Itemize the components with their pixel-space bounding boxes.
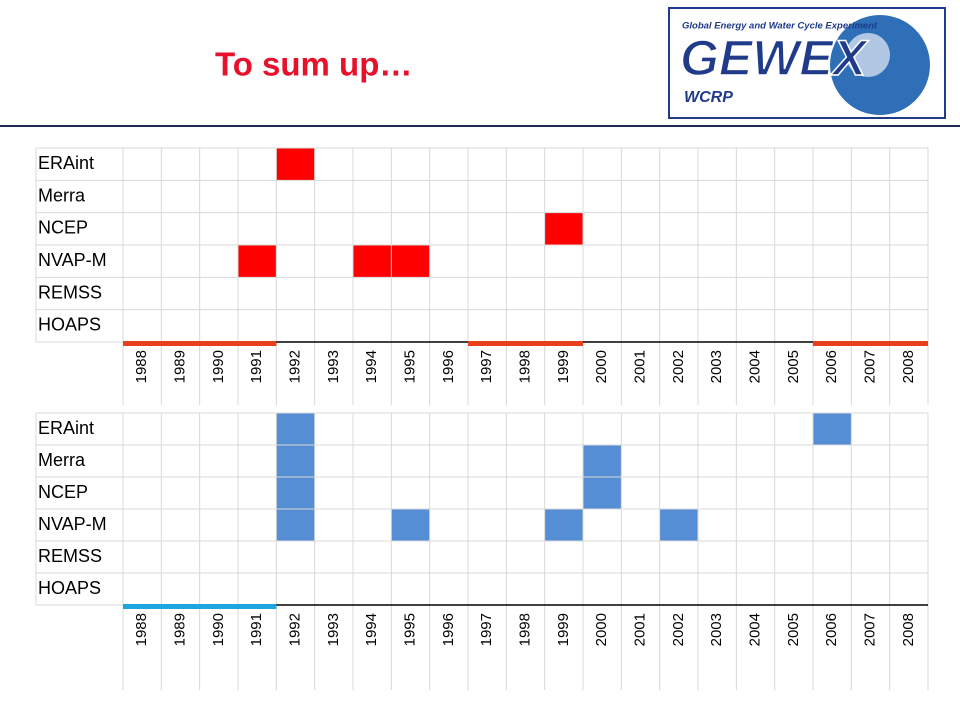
row-label: REMSS (38, 282, 102, 302)
year-label: 1988 (133, 613, 150, 646)
cell (583, 445, 622, 477)
cell (544, 509, 583, 541)
year-label: 2005 (785, 350, 802, 383)
cell (276, 477, 315, 509)
cell (391, 509, 430, 541)
year-label: 2003 (708, 350, 725, 383)
year-label: 1995 (401, 350, 418, 383)
year-label: 1990 (210, 613, 227, 646)
year-label: 2006 (823, 350, 840, 383)
cell (276, 148, 315, 181)
year-label: 1989 (171, 350, 188, 383)
year-label: 2005 (785, 613, 802, 646)
year-label: 1997 (478, 350, 495, 383)
year-label: 2000 (593, 613, 610, 646)
period-bar (123, 341, 277, 346)
period-bar (468, 341, 583, 346)
cell (276, 445, 315, 477)
globe-cloud (846, 33, 890, 77)
year-label: 2002 (670, 350, 687, 383)
year-label: 2001 (631, 613, 648, 646)
year-label: 1988 (133, 350, 150, 383)
year-label: 1994 (363, 350, 380, 383)
logo-name: GEWEX (680, 30, 869, 86)
year-label: 2008 (900, 350, 917, 383)
logo-org: WCRP (684, 89, 733, 106)
row-label: NCEP (38, 218, 88, 238)
year-label: 2008 (900, 613, 917, 646)
logo: Global Energy and Water Cycle Experiment… (668, 7, 946, 119)
year-label: 1997 (478, 613, 495, 646)
year-label: 1998 (516, 613, 533, 646)
cell (391, 245, 430, 278)
year-label: 1996 (440, 350, 457, 383)
row-label: HOAPS (38, 315, 101, 335)
row-label: ERAint (38, 153, 94, 173)
year-label: 2000 (593, 350, 610, 383)
logo-tagline: Global Energy and Water Cycle Experiment (682, 21, 878, 32)
row-label: HOAPS (38, 578, 101, 598)
year-label: 1992 (286, 613, 303, 646)
year-label: 2007 (861, 613, 878, 646)
row-label: REMSS (38, 546, 102, 566)
cell (583, 477, 622, 509)
year-label: 1990 (210, 350, 227, 383)
row-label: ERAint (38, 418, 94, 438)
row-label: Merra (38, 185, 86, 205)
year-label: 1998 (516, 350, 533, 383)
year-label: 1991 (248, 350, 265, 383)
row-label: NCEP (38, 482, 88, 502)
cell (544, 212, 583, 245)
year-label: 1996 (440, 613, 457, 646)
row-label: Merra (38, 450, 86, 470)
year-label: 1993 (325, 350, 342, 383)
year-label: 2004 (746, 350, 763, 383)
title: To sum up… (215, 46, 412, 83)
row-label: NVAP-M (38, 250, 107, 270)
cell (238, 245, 277, 278)
row-label: NVAP-M (38, 514, 107, 534)
cell (353, 245, 392, 278)
year-label: 1989 (171, 613, 188, 646)
cell (659, 509, 698, 541)
cell (276, 413, 315, 445)
cell (813, 413, 852, 445)
year-label: 2001 (631, 350, 648, 383)
year-label: 1999 (555, 350, 572, 383)
period-bar (123, 604, 277, 609)
period-bar (813, 341, 928, 346)
year-label: 1991 (248, 613, 265, 646)
year-label: 1993 (325, 613, 342, 646)
year-label: 1999 (555, 613, 572, 646)
year-label: 2002 (670, 613, 687, 646)
year-label: 2004 (746, 613, 763, 646)
year-label: 1992 (286, 350, 303, 383)
year-label: 2006 (823, 613, 840, 646)
year-label: 2007 (861, 350, 878, 383)
year-label: 2003 (708, 613, 725, 646)
cell (276, 509, 315, 541)
year-label: 1994 (363, 613, 380, 646)
year-label: 1995 (401, 613, 418, 646)
